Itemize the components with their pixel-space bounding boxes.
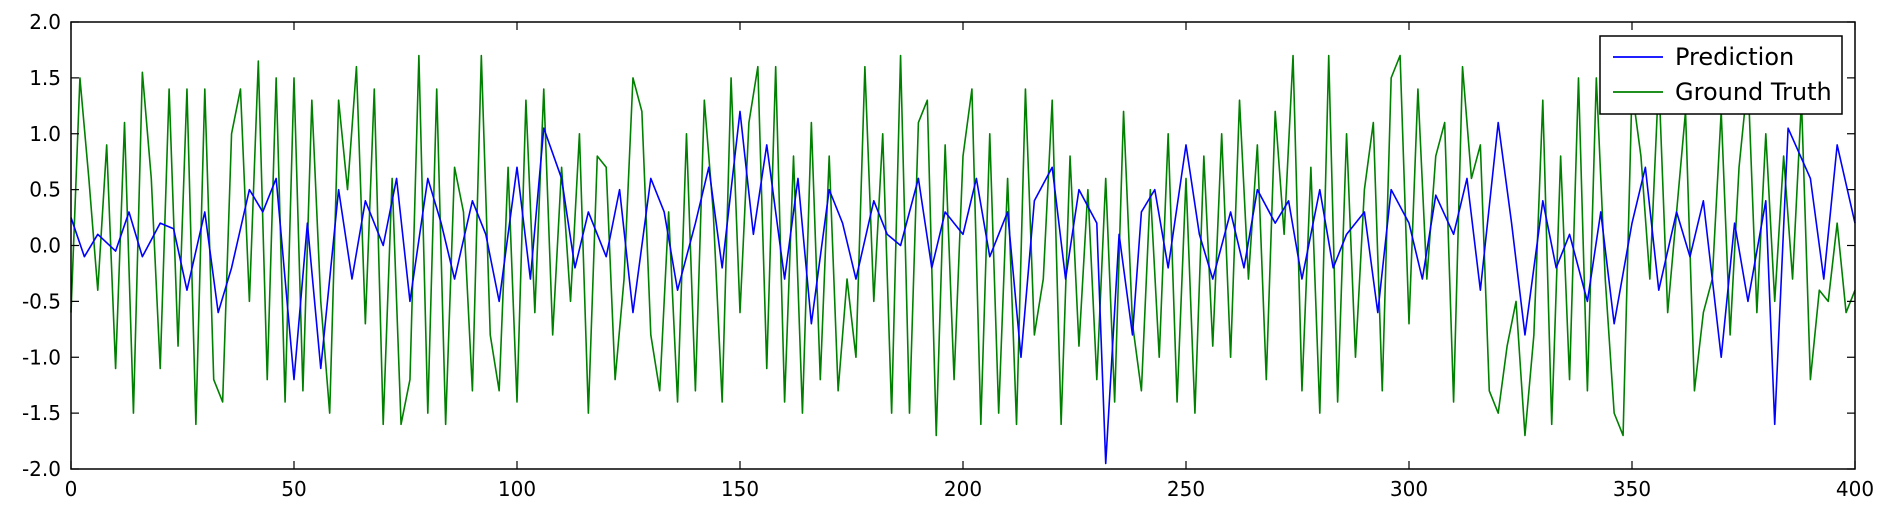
x-tick-label: 400 bbox=[1836, 477, 1874, 501]
y-tick-label: 1.0 bbox=[29, 122, 61, 146]
x-tick-label: 350 bbox=[1613, 477, 1651, 501]
legend-label-ground-truth: Ground Truth bbox=[1675, 78, 1832, 106]
x-tick-label: 200 bbox=[944, 477, 982, 501]
x-tick-label: 300 bbox=[1390, 477, 1428, 501]
series-layer bbox=[70, 54, 1856, 465]
y-tick-label: 0.5 bbox=[29, 178, 61, 202]
x-tick-label: 150 bbox=[721, 477, 759, 501]
y-tick-label: -2.0 bbox=[22, 457, 61, 481]
series-line-ground-truth bbox=[70, 54, 1856, 437]
x-tick-label: 0 bbox=[65, 477, 78, 501]
series-line-prediction bbox=[70, 110, 1856, 465]
legend-box bbox=[1599, 35, 1843, 115]
y-tick-label: 0.0 bbox=[29, 234, 61, 258]
y-tick-label: -0.5 bbox=[22, 289, 61, 313]
y-tick-label: -1.0 bbox=[22, 345, 61, 369]
y-tick-label: -1.5 bbox=[22, 401, 61, 425]
y-tick-label: 1.5 bbox=[29, 66, 61, 90]
x-tick-label: 250 bbox=[1167, 477, 1205, 501]
x-tick-label: 50 bbox=[281, 477, 306, 501]
x-tick-label: 100 bbox=[498, 477, 536, 501]
y-tick-label: 2.0 bbox=[29, 10, 61, 34]
legend: Prediction Ground Truth bbox=[1599, 35, 1843, 115]
legend-label-prediction: Prediction bbox=[1675, 43, 1794, 71]
ticks-layer: 0 50 100 150 200 250 300 350 400 2.0 1.5 1.0 0.5 0.0 -… bbox=[22, 10, 1874, 501]
